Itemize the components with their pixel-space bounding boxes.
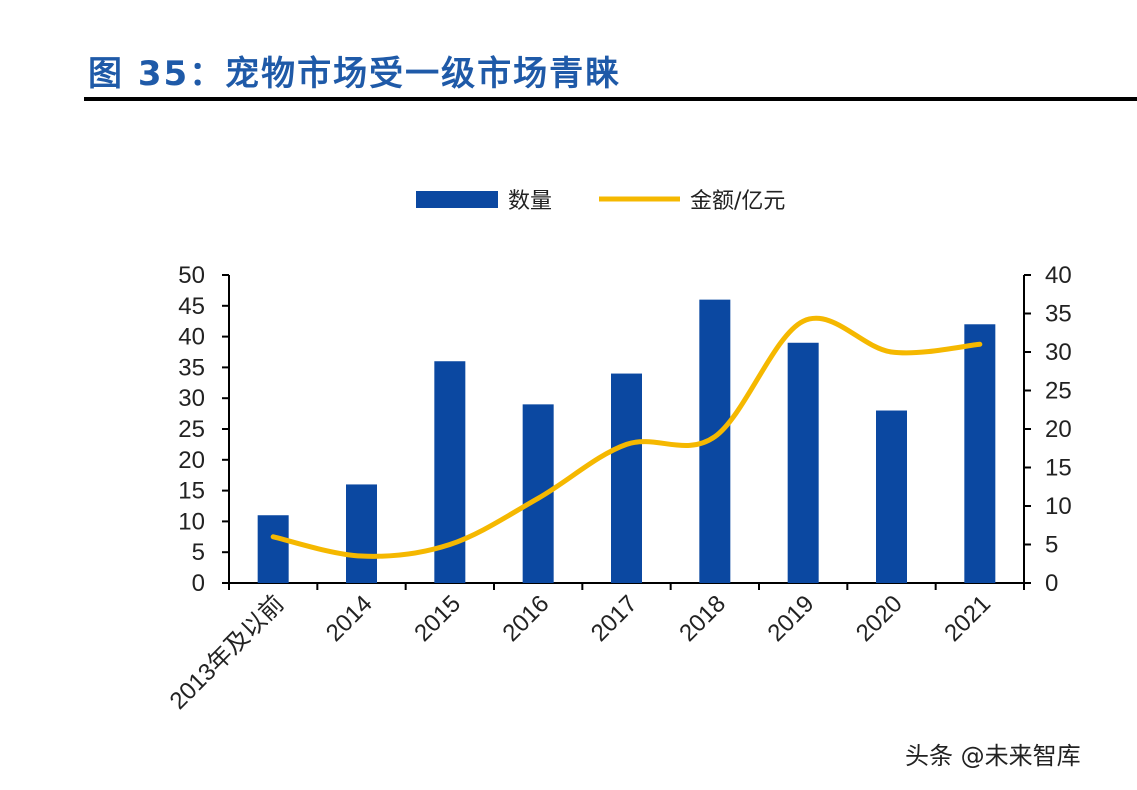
left-tick-label: 10 bbox=[178, 508, 205, 535]
right-tick-label: 40 bbox=[1045, 262, 1072, 289]
x-axis-labels: 2013年及以前 2014 2015 2016 2017 2018 2019 2020 2021 bbox=[165, 590, 996, 715]
left-tick-label: 15 bbox=[178, 478, 205, 505]
bar bbox=[787, 342, 819, 583]
amount-line bbox=[270, 315, 983, 559]
legend: 数量 金额/亿元 bbox=[416, 189, 785, 214]
bar bbox=[611, 373, 642, 583]
x-tick-label: 2019 bbox=[763, 590, 820, 647]
right-tick-label: 35 bbox=[1045, 301, 1072, 328]
bars bbox=[257, 299, 996, 583]
bar bbox=[257, 515, 289, 583]
x-tick-label: 2016 bbox=[498, 590, 555, 647]
x-tick-label: 2018 bbox=[674, 590, 731, 647]
page-title: 图 35：宠物市场受一级市场青睐 bbox=[88, 54, 622, 94]
bar bbox=[964, 324, 996, 583]
legend-line-label: 金额/亿元 bbox=[690, 189, 785, 214]
bar bbox=[876, 410, 907, 583]
title-divider bbox=[84, 97, 1137, 101]
left-tick-label: 0 bbox=[192, 570, 205, 597]
x-tick-label: 2015 bbox=[409, 590, 466, 647]
left-tick-label: 40 bbox=[178, 324, 205, 351]
right-tick-label: 20 bbox=[1045, 416, 1072, 443]
legend-bar-label: 数量 bbox=[508, 189, 552, 214]
x-tick-label: 2014 bbox=[321, 590, 378, 647]
x-tick-label: 2017 bbox=[586, 590, 643, 647]
right-tick-label: 30 bbox=[1045, 339, 1072, 366]
amount-line-path bbox=[270, 315, 983, 559]
x-tick-label: 2013年及以前 bbox=[165, 590, 290, 715]
bar bbox=[346, 484, 377, 583]
left-tick-label: 45 bbox=[178, 293, 205, 320]
right-tick-label: 10 bbox=[1045, 493, 1072, 520]
x-tick-label: 2021 bbox=[939, 590, 996, 647]
right-tick-label: 0 bbox=[1045, 570, 1058, 597]
left-tick-label: 5 bbox=[192, 539, 205, 566]
axes: 0 5 10 15 20 25 30 35 40 45 50 0 5 10 15 20 25 30 35 40 bbox=[178, 262, 1071, 597]
right-tick-label: 25 bbox=[1045, 378, 1072, 405]
left-tick-label: 20 bbox=[178, 447, 205, 474]
legend-bar-swatch bbox=[416, 191, 498, 208]
left-tick-label: 50 bbox=[178, 262, 205, 289]
watermark: 头条 @未来智库 bbox=[905, 742, 1081, 770]
x-tick-label: 2020 bbox=[851, 590, 908, 647]
left-tick-label: 30 bbox=[178, 385, 205, 412]
left-tick-label: 35 bbox=[178, 354, 205, 381]
right-tick-label: 15 bbox=[1045, 455, 1072, 482]
left-tick-label: 25 bbox=[178, 416, 205, 443]
right-tick-label: 5 bbox=[1045, 532, 1058, 559]
